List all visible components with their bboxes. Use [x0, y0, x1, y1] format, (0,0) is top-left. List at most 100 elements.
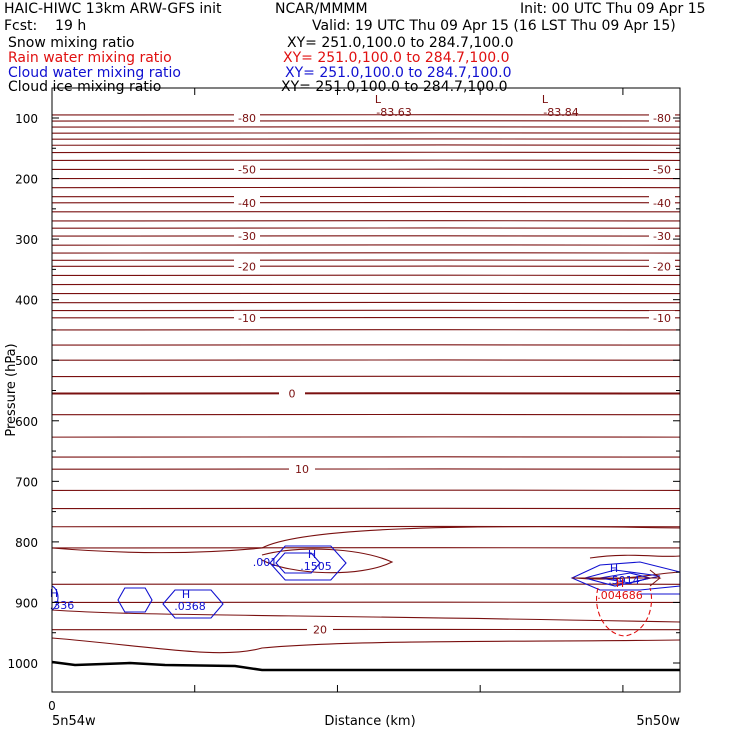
isotherm-line	[51, 244, 681, 247]
isotherm-line	[51, 195, 681, 198]
isotherm-line	[51, 526, 681, 554]
isotherm-line	[51, 120, 681, 123]
field-cloud-ice-name: Cloud ice mixing ratio	[8, 79, 162, 95]
y-tick-label: 900	[15, 596, 38, 610]
isotherm-line	[51, 283, 681, 286]
isotherm-line	[51, 546, 681, 549]
isotherm-line	[572, 569, 662, 587]
x-tick-zero: 0	[48, 699, 56, 713]
isotherm-label: -10	[653, 312, 671, 325]
isotherm-label-bg	[649, 195, 675, 209]
y-tick-label: 800	[15, 536, 38, 550]
isotherm-label-bg	[234, 310, 260, 324]
isotherm-line	[51, 375, 681, 378]
isotherm-line	[51, 637, 681, 654]
isotherm-line	[51, 344, 681, 347]
isotherm-label-bg	[234, 162, 260, 176]
isotherm-line	[51, 507, 681, 510]
isotherm-line	[51, 144, 681, 147]
y-tick-label: 200	[15, 173, 38, 187]
isotherm-line	[51, 159, 681, 162]
isotherm-label-bg	[289, 462, 315, 476]
high-value: .1505	[300, 560, 332, 573]
isotherm-line	[51, 259, 681, 262]
cloud-water-contour	[162, 589, 224, 619]
high-marker: H	[182, 588, 190, 601]
field-snow-xy: XY= 251.0,100.0 to 284.7,100.0	[287, 35, 514, 51]
isotherm-line	[51, 252, 681, 255]
isotherm-label-bg	[649, 310, 675, 324]
high-value: .5914	[608, 574, 640, 587]
isotherm-line	[51, 328, 681, 331]
cloud-water-contour-label: .001	[253, 556, 278, 569]
isotherm-line	[51, 274, 681, 277]
x-axis-label: Distance (km)	[324, 714, 415, 729]
high-value: .336	[50, 599, 75, 612]
y-tick-label: 400	[15, 294, 38, 308]
isotherm-line	[51, 316, 681, 319]
y-tick-label: 300	[15, 233, 38, 247]
x-left-location: 5n54w	[52, 714, 96, 729]
isotherm-line	[51, 126, 681, 129]
isotherm-label: 20	[313, 624, 327, 637]
terrain-line	[51, 660, 680, 672]
isotherm-line	[51, 489, 681, 492]
isotherm-line	[51, 468, 681, 471]
isotherm-label: -50	[238, 163, 256, 176]
isotherm-line	[51, 219, 681, 222]
isotherm-line	[51, 138, 681, 141]
isotherm-line	[51, 151, 681, 154]
high-marker: H	[50, 587, 58, 600]
isotherm-line	[51, 609, 681, 623]
isotherm-line	[51, 436, 681, 439]
low-value: -83.84	[543, 106, 578, 119]
isotherm-line	[51, 168, 681, 171]
field-cloud-water-xy: XY= 251.0,100.0 to 284.7,100.0	[285, 65, 512, 81]
isotherm-label: -40	[653, 197, 671, 210]
field-cloud-water-name: Cloud water mixing ratio	[8, 65, 181, 81]
isotherm-line	[51, 413, 681, 416]
isotherm-line	[51, 235, 681, 238]
org-label: NCAR/MMMM	[275, 1, 368, 17]
cloud-water-contour	[275, 552, 321, 574]
isotherm-line	[261, 548, 394, 574]
isotherm-line	[51, 132, 681, 135]
isotherm-label: -30	[238, 230, 256, 243]
isotherm-line	[51, 601, 681, 604]
low-marker: L	[542, 93, 549, 106]
field-snow-name: Snow mixing ratio	[8, 35, 135, 51]
isotherm-label: -20	[238, 260, 256, 273]
isotherm-label-bg	[234, 259, 260, 273]
cloud-water-contour	[582, 569, 661, 587]
isotherm-label-bg	[234, 229, 260, 243]
isotherm-label-bg	[649, 111, 675, 124]
isotherm-line	[51, 392, 681, 395]
y-tick-label: 100	[15, 112, 38, 126]
model-title: HAIC-HIWC 13km ARW-GFS init	[4, 1, 222, 17]
high-marker: H	[616, 577, 624, 590]
isotherm-label: -30	[653, 230, 671, 243]
isotherm-label-bg	[279, 386, 305, 400]
high-value: .004686	[597, 589, 643, 602]
isotherm-line	[51, 186, 681, 189]
isotherm-label: -20	[653, 260, 671, 273]
field-rain-xy: XY= 251.0,100.0 to 284.7,100.0	[283, 50, 510, 66]
isotherm-label: -80	[238, 112, 256, 125]
cloud-water-contour	[51, 585, 59, 611]
isotherm-line	[589, 554, 681, 559]
cloud-water-contour	[117, 587, 153, 613]
isotherm-line	[51, 301, 681, 304]
isotherm-label-bg	[649, 162, 675, 176]
isotherm-label: 0	[289, 388, 296, 401]
isotherm-label: -50	[653, 163, 671, 176]
isotherm-label-bg	[649, 229, 675, 243]
isotherm-label: -40	[238, 197, 256, 210]
isotherm-line	[51, 201, 681, 204]
isotherm-label: -80	[653, 112, 671, 125]
high-marker: H	[610, 562, 618, 575]
rain-water-contour	[596, 587, 653, 637]
high-marker: H	[308, 548, 316, 561]
isotherm-line	[51, 265, 681, 268]
